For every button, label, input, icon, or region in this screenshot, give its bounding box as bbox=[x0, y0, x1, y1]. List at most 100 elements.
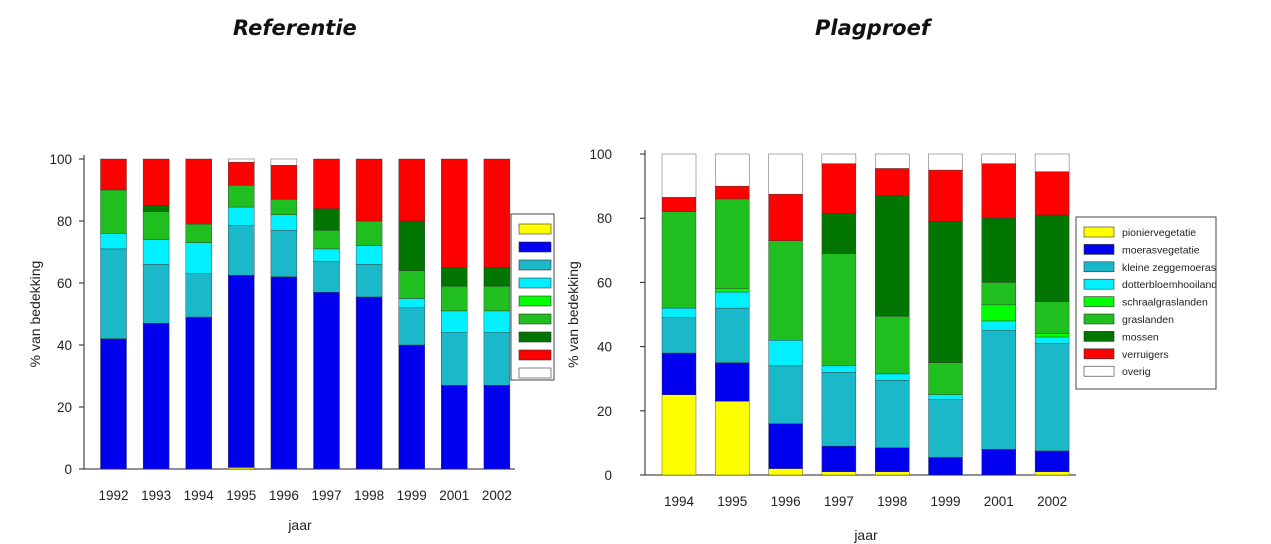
referentie-bar-1996-series-5 bbox=[270, 199, 298, 216]
referentie-bar-1999-series-3 bbox=[398, 298, 425, 309]
plagproef-bar-2001-series-moerasvegetatie bbox=[981, 449, 1016, 476]
plagproef-y-tick-label: 0 bbox=[604, 468, 612, 483]
chart-title-referentie: Referentie bbox=[233, 16, 357, 40]
plagproef-bar-1998-series-dotterbloemhooiland bbox=[875, 373, 910, 381]
plagproef-x-tick-label: 1999 bbox=[930, 494, 960, 509]
plagproef-legend-swatch bbox=[1083, 226, 1115, 238]
plagproef-bar-1996-series-moerasvegetatie bbox=[768, 423, 803, 469]
referentie-bar-1997-series-5 bbox=[313, 230, 340, 250]
referentie-bar-1999-series-1 bbox=[398, 344, 425, 470]
referentie-bar-2001-series-3 bbox=[441, 310, 468, 333]
plagproef-bar-1998-series-verruigers bbox=[875, 168, 910, 196]
plagproef-x-tick-label: 2001 bbox=[984, 494, 1014, 509]
referentie-bar-2001-series-5 bbox=[441, 285, 468, 312]
plagproef-x-tick-label: 1998 bbox=[877, 494, 907, 509]
referentie-y-tick-label: 60 bbox=[57, 276, 72, 291]
plagproef-bar-1998-series-moerasvegetatie bbox=[875, 447, 910, 472]
referentie-legend-swatch bbox=[518, 331, 552, 343]
plagproef-legend-swatch bbox=[1083, 261, 1115, 273]
plagproef-bar-1995-series-kleine-zeggemoeras bbox=[715, 307, 750, 363]
referentie-bar-1993-series-2 bbox=[142, 264, 170, 324]
plagproef-bar-1999-series-kleine-zeggemoeras bbox=[928, 399, 963, 458]
referentie-bar-2002-series-5 bbox=[483, 285, 511, 312]
plagproef-bar-1998-series-kleine-zeggemoeras bbox=[875, 380, 910, 448]
referentie-x-tick-label: 2001 bbox=[439, 488, 469, 503]
plagproef-legend-label: overig bbox=[1122, 366, 1151, 378]
plagproef-legend-swatch bbox=[1083, 365, 1115, 377]
plagproef-bar-1994-series-pioniervegetatie bbox=[661, 394, 697, 476]
referentie-y-tick-label: 40 bbox=[57, 338, 72, 353]
referentie-legend-swatch bbox=[518, 367, 552, 379]
plagproef-bar-1994-series-verruigers bbox=[661, 197, 697, 212]
referentie-bar-1994-series-5 bbox=[185, 223, 212, 243]
plagproef-bar-2001-series-schraalgraslanden bbox=[981, 304, 1016, 322]
referentie-bar-1996-series-1 bbox=[270, 276, 298, 470]
plagproef-bar-2002-series-schraalgraslanden bbox=[1034, 333, 1070, 338]
plagproef-x-tick-label: 1996 bbox=[771, 494, 801, 509]
plagproef-legend-label: dotterbloemhooiland bbox=[1122, 279, 1217, 291]
referentie-bar-1997-series-7 bbox=[313, 158, 340, 209]
plagproef-bar-1996-series-pioniervegetatie bbox=[768, 468, 803, 476]
plagproef-x-tick-label: 1994 bbox=[664, 494, 695, 509]
referentie-bar-1995-series-8 bbox=[228, 158, 255, 163]
referentie-bar-2002-series-1 bbox=[483, 385, 511, 470]
referentie-bar-1993-series-3 bbox=[142, 239, 170, 265]
plagproef-bar-1997-series-overig bbox=[821, 153, 857, 164]
referentie-bar-1995-series-7 bbox=[228, 161, 255, 186]
referentie-x-tick-label: 1998 bbox=[354, 488, 384, 503]
plagproef-legend-swatch bbox=[1083, 348, 1115, 360]
referentie-bar-1996-series-3 bbox=[270, 214, 298, 231]
referentie-bar-1994-series-7 bbox=[185, 158, 212, 225]
plagproef-y-tick-label: 40 bbox=[597, 340, 612, 355]
plagproef-bar-1995-series-schraalgraslanden bbox=[715, 288, 750, 293]
plagproef-y-tick-label: 60 bbox=[597, 275, 612, 290]
referentie-bar-1999-series-2 bbox=[398, 307, 425, 346]
referentie-x-tick-label: 1997 bbox=[311, 488, 341, 503]
plagproef-bar-1998-series-pioniervegetatie bbox=[875, 471, 910, 476]
referentie-bar-1992-series-3 bbox=[100, 233, 127, 250]
plagproef-legend-swatch bbox=[1083, 331, 1115, 342]
plagproef-bar-1994-series-overig bbox=[661, 153, 697, 198]
referentie-bar-1994-series-3 bbox=[185, 242, 212, 274]
plagproef-bar-1999-series-dotterbloemhooiland bbox=[928, 394, 963, 400]
plagproef-bar-1999-series-moerasvegetatie bbox=[928, 457, 963, 476]
plagproef-bar-1995-series-pioniervegetatie bbox=[715, 400, 750, 476]
plagproef-bar-2001-series-overig bbox=[981, 153, 1016, 164]
referentie-bar-1998-series-5 bbox=[355, 220, 383, 246]
plagproef-legend-label: kleine zeggemoeras bbox=[1122, 262, 1216, 274]
referentie-bar-1994-series-2 bbox=[185, 273, 212, 318]
plagproef-bar-1996-series-kleine-zeggemoeras bbox=[768, 365, 803, 424]
plagproef-bar-2001-series-verruigers bbox=[981, 163, 1016, 219]
plagproef-bar-2001-series-mossen bbox=[981, 217, 1016, 283]
referentie-bar-2001-series-2 bbox=[441, 332, 468, 386]
referentie-x-axis-label: jaar bbox=[287, 517, 312, 533]
plagproef-legend-label: verruigers bbox=[1122, 349, 1169, 361]
plagproef-bar-1995-series-overig bbox=[715, 153, 750, 187]
plagproef-bar-2002-series-overig bbox=[1034, 153, 1070, 172]
referentie-x-tick-label: 2002 bbox=[482, 488, 512, 503]
referentie-bar-1997-series-3 bbox=[313, 248, 340, 262]
plagproef-bar-1995-series-moerasvegetatie bbox=[715, 362, 750, 402]
referentie-bar-1993-series-6 bbox=[142, 205, 170, 212]
plagproef-bar-2001-series-dotterbloemhooiland bbox=[981, 320, 1016, 331]
referentie-bar-1996-series-7 bbox=[270, 164, 298, 200]
referentie-legend-swatch bbox=[518, 241, 552, 253]
referentie-bar-1997-series-6 bbox=[313, 208, 340, 231]
referentie-x-tick-label: 1999 bbox=[397, 488, 427, 503]
referentie-bar-2002-series-7 bbox=[483, 158, 511, 268]
plagproef-legend-swatch bbox=[1083, 296, 1115, 307]
referentie-y-axis-label: % van bedekking bbox=[27, 261, 43, 368]
referentie-bar-2001-series-7 bbox=[441, 158, 468, 268]
plagproef-bar-1997-series-mossen bbox=[821, 213, 857, 254]
plagproef-bar-1997-series-moerasvegetatie bbox=[821, 445, 857, 472]
referentie-bar-1995-series-1 bbox=[228, 275, 255, 468]
referentie-y-tick-label: 100 bbox=[49, 152, 72, 167]
plagproef-legend-label: graslanden bbox=[1122, 314, 1174, 326]
referentie-legend-swatch bbox=[518, 259, 552, 271]
referentie-x-tick-label: 1993 bbox=[141, 488, 171, 503]
plagproef-bar-1998-series-graslanden bbox=[875, 315, 910, 375]
referentie-bar-1995-series-2 bbox=[228, 225, 255, 276]
referentie-bar-1998-series-7 bbox=[355, 158, 383, 222]
plagproef-bar-1995-series-verruigers bbox=[715, 185, 750, 200]
plagproef-bar-1997-series-kleine-zeggemoeras bbox=[821, 372, 857, 447]
